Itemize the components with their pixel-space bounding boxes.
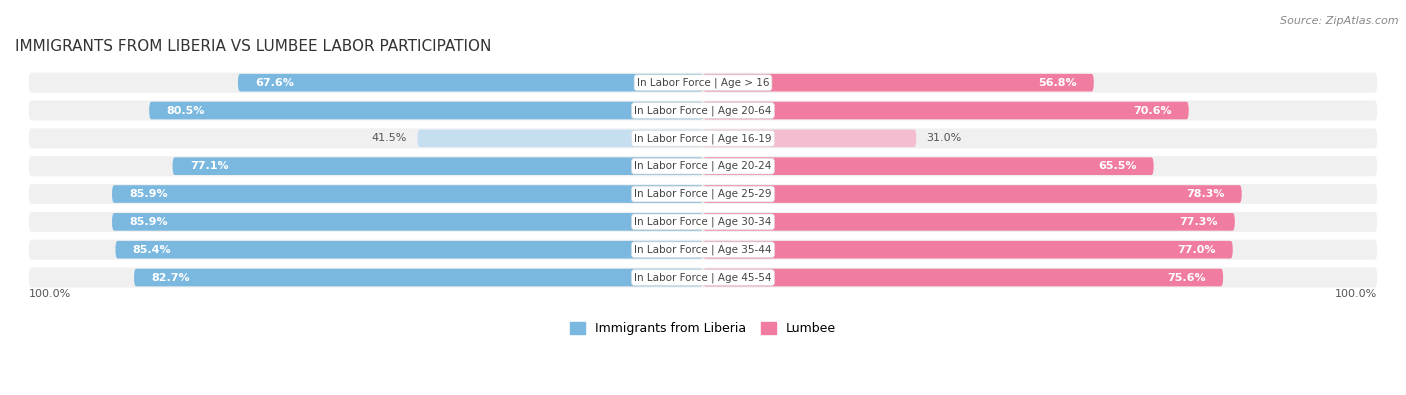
FancyBboxPatch shape [703,74,1094,92]
FancyBboxPatch shape [703,130,917,147]
Text: Source: ZipAtlas.com: Source: ZipAtlas.com [1281,16,1399,26]
Text: 85.9%: 85.9% [129,189,167,199]
FancyBboxPatch shape [28,212,1378,232]
Text: 80.5%: 80.5% [166,105,205,115]
FancyBboxPatch shape [28,128,1378,149]
Text: In Labor Force | Age > 16: In Labor Force | Age > 16 [637,77,769,88]
Text: 85.9%: 85.9% [129,217,167,227]
FancyBboxPatch shape [703,213,1234,231]
Text: 56.8%: 56.8% [1038,78,1077,88]
Text: In Labor Force | Age 20-24: In Labor Force | Age 20-24 [634,161,772,171]
Legend: Immigrants from Liberia, Lumbee: Immigrants from Liberia, Lumbee [565,317,841,340]
FancyBboxPatch shape [238,74,703,92]
FancyBboxPatch shape [703,185,1241,203]
FancyBboxPatch shape [112,185,703,203]
Text: 77.3%: 77.3% [1180,217,1218,227]
FancyBboxPatch shape [703,241,1233,258]
Text: In Labor Force | Age 30-34: In Labor Force | Age 30-34 [634,216,772,227]
Text: IMMIGRANTS FROM LIBERIA VS LUMBEE LABOR PARTICIPATION: IMMIGRANTS FROM LIBERIA VS LUMBEE LABOR … [15,39,491,54]
Text: 77.1%: 77.1% [190,161,228,171]
Text: In Labor Force | Age 25-29: In Labor Force | Age 25-29 [634,189,772,199]
FancyBboxPatch shape [28,184,1378,204]
Text: 70.6%: 70.6% [1133,105,1171,115]
FancyBboxPatch shape [703,269,1223,286]
Text: 31.0%: 31.0% [927,134,962,143]
Text: 100.0%: 100.0% [1334,289,1378,299]
Text: In Labor Force | Age 16-19: In Labor Force | Age 16-19 [634,133,772,144]
FancyBboxPatch shape [28,267,1378,288]
FancyBboxPatch shape [28,73,1378,93]
FancyBboxPatch shape [112,213,703,231]
FancyBboxPatch shape [173,157,703,175]
Text: 82.7%: 82.7% [152,273,190,282]
Text: 75.6%: 75.6% [1167,273,1206,282]
Text: In Labor Force | Age 20-64: In Labor Force | Age 20-64 [634,105,772,116]
Text: 77.0%: 77.0% [1177,245,1216,255]
FancyBboxPatch shape [703,157,1154,175]
Text: 67.6%: 67.6% [254,78,294,88]
Text: 100.0%: 100.0% [28,289,72,299]
Text: In Labor Force | Age 35-44: In Labor Force | Age 35-44 [634,245,772,255]
FancyBboxPatch shape [28,240,1378,260]
FancyBboxPatch shape [28,156,1378,176]
Text: 41.5%: 41.5% [371,134,408,143]
FancyBboxPatch shape [149,102,703,119]
FancyBboxPatch shape [115,241,703,258]
Text: In Labor Force | Age 45-54: In Labor Force | Age 45-54 [634,272,772,283]
Text: 85.4%: 85.4% [132,245,172,255]
Text: 65.5%: 65.5% [1098,161,1136,171]
Text: 78.3%: 78.3% [1187,189,1225,199]
FancyBboxPatch shape [28,100,1378,120]
FancyBboxPatch shape [703,102,1188,119]
FancyBboxPatch shape [134,269,703,286]
FancyBboxPatch shape [418,130,703,147]
